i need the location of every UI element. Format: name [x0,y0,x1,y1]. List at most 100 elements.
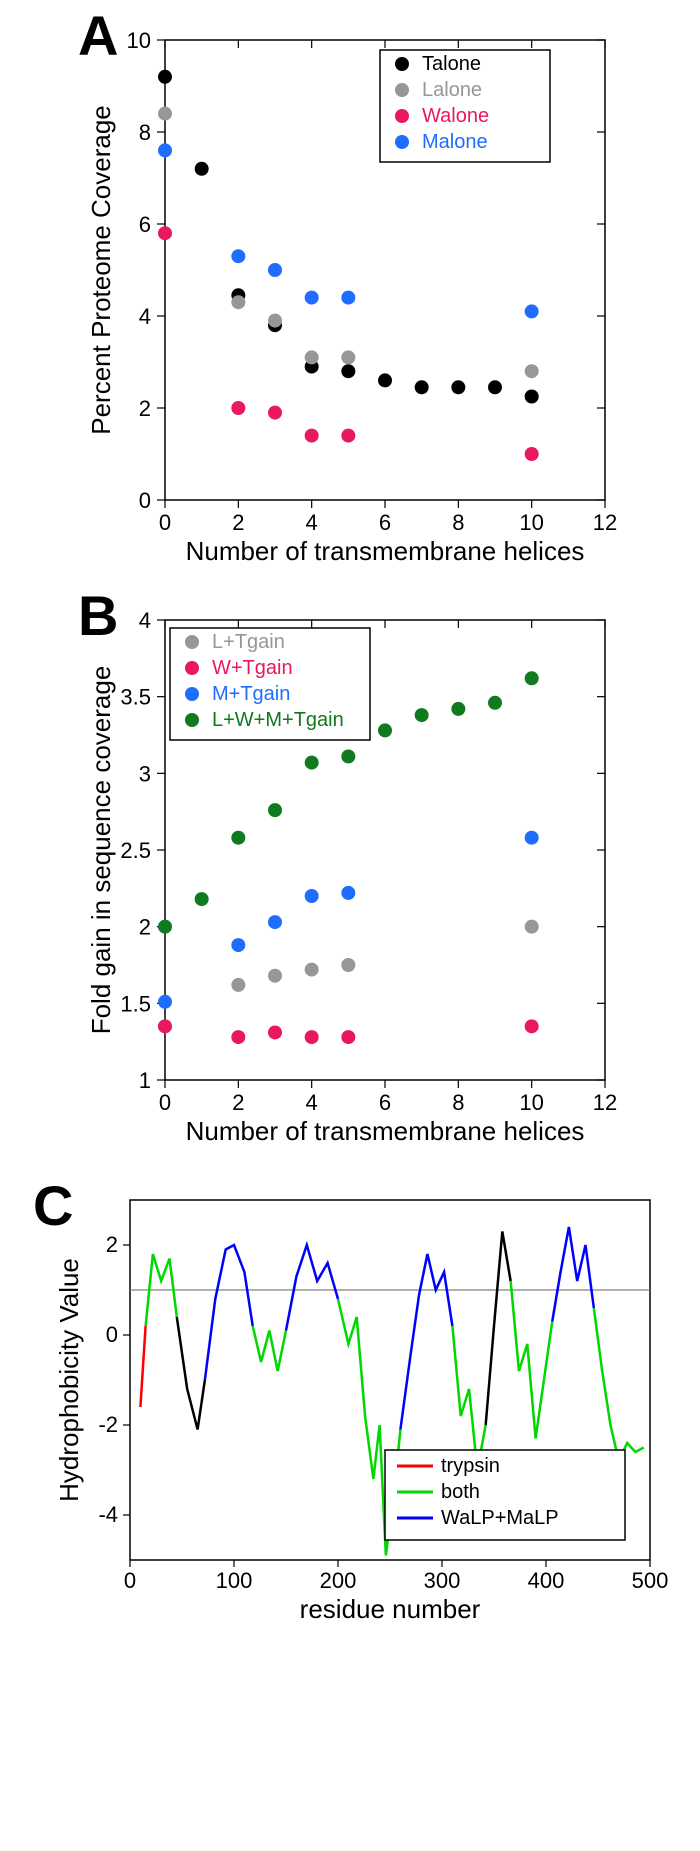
line-segment [552,1227,594,1322]
data-point [341,958,355,972]
data-point [305,889,319,903]
legend-label: Lalone [422,79,482,101]
y-tick-label: 2.5 [120,838,151,863]
data-point [488,380,502,394]
line-segment [253,1326,286,1371]
legend-marker [395,135,409,149]
data-point [231,1030,245,1044]
data-point [525,920,539,934]
legend-marker [185,661,199,675]
legend-label: trypsin [441,1455,500,1477]
data-point [341,429,355,443]
legend-label: W+Tgain [212,657,293,679]
panel-letter: C [33,1174,73,1237]
y-tick-label: 10 [127,28,151,53]
data-point [341,350,355,364]
legend-label: Talone [422,53,481,75]
x-tick-label: 12 [593,510,617,535]
panel-letter: B [78,590,118,647]
y-tick-label: 0 [139,488,151,513]
data-point [158,143,172,157]
legend-marker [185,635,199,649]
data-point [305,350,319,364]
y-axis-label: Percent Proteome Coverage [86,105,116,435]
line-segment [400,1254,452,1430]
legend-label: Walone [422,105,489,127]
x-tick-label: 2 [232,1090,244,1115]
legend-marker [185,687,199,701]
data-point [231,978,245,992]
x-tick-label: 0 [159,510,171,535]
y-tick-label: 1.5 [120,991,151,1016]
x-tick-label: 100 [216,1568,253,1593]
line-segment [486,1232,511,1426]
data-point [195,162,209,176]
data-point [378,723,392,737]
data-point [305,1030,319,1044]
data-point [231,249,245,263]
data-point [525,447,539,461]
panel-a: 0246810120246810Number of transmembrane … [70,10,630,570]
x-tick-label: 4 [306,510,318,535]
y-tick-label: 3.5 [120,685,151,710]
y-axis-label: Hydrophobicity Value [54,1258,84,1502]
x-axis-label: Number of transmembrane helices [186,1116,585,1146]
y-tick-label: 1 [139,1068,151,1093]
data-point [525,671,539,685]
x-tick-label: 10 [519,1090,543,1115]
line-segment [452,1326,485,1470]
data-point [305,756,319,770]
y-tick-label: 2 [139,396,151,421]
plot-frame [165,40,605,500]
data-point [268,915,282,929]
line-segment [511,1281,553,1439]
line-segment [286,1245,338,1331]
x-tick-label: 6 [379,1090,391,1115]
data-point [231,938,245,952]
x-axis-label: residue number [300,1594,481,1624]
x-tick-label: 400 [528,1568,565,1593]
data-point [268,263,282,277]
x-tick-label: 8 [452,1090,464,1115]
y-tick-label: -2 [98,1412,118,1437]
legend-label: L+W+M+Tgain [212,709,344,731]
data-point [415,380,429,394]
legend-marker [395,109,409,123]
x-tick-label: 6 [379,510,391,535]
figure: 0246810120246810Number of transmembrane … [0,0,700,1650]
data-point [451,702,465,716]
x-tick-label: 0 [124,1568,136,1593]
panel-b: 02468101211.522.533.54Number of transmem… [70,590,630,1150]
data-point [341,749,355,763]
data-point [341,291,355,305]
y-tick-label: 8 [139,120,151,145]
data-point [231,401,245,415]
x-tick-label: 300 [424,1568,461,1593]
data-point [525,390,539,404]
legend-label: Malone [422,131,488,153]
data-point [305,291,319,305]
y-tick-label: 4 [139,304,151,329]
panel-c: 0100200300400500-4-202residue numberHydr… [25,1170,675,1640]
x-tick-label: 200 [320,1568,357,1593]
data-point [158,70,172,84]
data-point [268,314,282,328]
data-point [525,1019,539,1033]
data-point [415,708,429,722]
legend-label: L+Tgain [212,631,285,653]
data-point [268,406,282,420]
data-point [231,831,245,845]
data-point [341,886,355,900]
data-point [525,831,539,845]
data-point [231,295,245,309]
data-point [525,304,539,318]
line-segment [205,1245,253,1380]
data-point [341,364,355,378]
line-segment [594,1308,644,1461]
data-point [305,429,319,443]
line-segment [177,1317,205,1430]
data-point [341,1030,355,1044]
data-point [158,226,172,240]
data-point [158,1019,172,1033]
y-tick-label: 0 [106,1322,118,1347]
